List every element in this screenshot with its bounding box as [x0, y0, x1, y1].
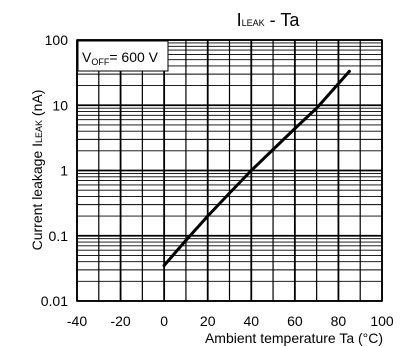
x-tick-label: -20: [110, 313, 130, 329]
x-tick-label: 20: [200, 313, 216, 329]
series-point: [184, 238, 188, 242]
plot-frame: [76, 39, 383, 302]
y-tick-label: 0.1: [49, 228, 69, 244]
title-subscript: LEAK: [242, 18, 265, 28]
y-tick-label: 100: [45, 32, 69, 48]
annotation-rest: = 600 V: [109, 49, 158, 65]
series-point: [249, 169, 253, 172]
y-axis-label: Current leakage ILEAK (nA): [29, 90, 45, 251]
y-tick-label: 10: [52, 97, 68, 113]
x-tick-label: 40: [243, 313, 259, 329]
annotation-box: [77, 40, 169, 72]
annotation-text: VOFF= 600 V: [82, 49, 159, 67]
x-tick-label: 100: [370, 313, 394, 329]
x-axis-label: Ambient temperature Ta (°C): [205, 330, 383, 346]
annotation-symbol: V: [82, 49, 92, 65]
title-rest: - Ta: [265, 10, 301, 30]
x-tick-label: 80: [331, 313, 347, 329]
series-point: [206, 214, 210, 218]
title-symbol: I: [237, 10, 242, 30]
y-tick-label: 0.01: [41, 293, 68, 309]
series-point: [228, 191, 231, 195]
series-point: [271, 148, 275, 151]
x-tick-label: -40: [67, 313, 87, 329]
series-point: [162, 264, 166, 267]
annotation-subscript: OFF: [91, 57, 109, 67]
y-label-subscript: LEAK: [34, 120, 44, 143]
x-tick-label: 60: [287, 313, 303, 329]
y-label-unit: (nA): [29, 90, 45, 120]
series-point: [315, 106, 319, 110]
chart-title: ILEAK - Ta: [237, 10, 301, 30]
series-point: [293, 127, 297, 130]
series-point: [347, 69, 351, 73]
y-tick-label: 1: [60, 163, 68, 179]
y-tick-labels: 0.01 0.1 1 10 100: [41, 32, 68, 309]
x-tick-labels: -40 -20 0 20 40 60 80 100: [67, 313, 394, 329]
y-label-main: Current leakage I: [29, 143, 45, 250]
x-tick-label: 0: [160, 313, 168, 329]
series-points: [162, 69, 351, 267]
